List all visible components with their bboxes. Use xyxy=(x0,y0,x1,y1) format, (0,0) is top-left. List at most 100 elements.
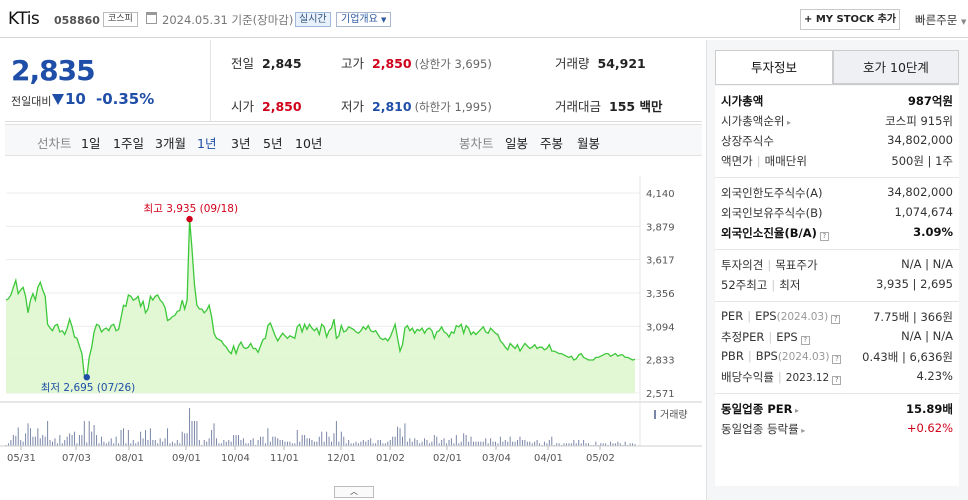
high-label: 최고 3,935 (09/18) xyxy=(144,203,239,215)
listed-shares-label: 상장주식수 xyxy=(721,134,774,148)
low-label: 최저 2,695 (07/26) xyxy=(41,382,136,394)
listed-shares-value: 34,802,000 xyxy=(887,133,953,147)
market-cap-row: 시가총액 987억원 xyxy=(721,93,953,110)
tab-3m[interactable]: 3개월 xyxy=(155,136,186,151)
y-tick-label: 3,617 xyxy=(646,256,675,267)
base-date: 2024.05.31 기준(장마감) xyxy=(162,13,294,27)
tab-1d[interactable]: 1일 xyxy=(81,136,101,151)
calendar-icon xyxy=(146,12,157,24)
x-tick-label: 08/01 xyxy=(115,453,144,464)
change-rate: -0.35% xyxy=(96,90,155,108)
tab-10y[interactable]: 10년 xyxy=(295,136,323,151)
price-change: 10 xyxy=(52,90,86,108)
compare-label: 전일대비 xyxy=(11,95,52,108)
par-unit-value: 500원 | 1주 xyxy=(891,154,953,168)
dividend-label: 배당수익률 xyxy=(721,370,774,384)
opinion-label: 투자의견 xyxy=(721,258,764,272)
high-price: 고가 2,850 (상한가 3,695) xyxy=(341,53,492,72)
tab-daily[interactable]: 일봉 xyxy=(505,136,529,151)
market-cap-rank-row: 시가총액순위 ▸ 코스피 915위 xyxy=(721,113,953,130)
x-tick-label: 01/02 xyxy=(376,453,405,464)
market-badge: 코스피 xyxy=(103,12,138,27)
chevron-down-icon: ▼ xyxy=(381,16,387,24)
y-tick-label: 4,140 xyxy=(646,189,675,200)
company-overview-dropdown[interactable]: 기업개요 ▼ xyxy=(336,12,392,27)
unit-label: 매매단위 xyxy=(764,154,807,168)
est-eps-label: EPS xyxy=(776,330,798,344)
target-label: 목표주가 xyxy=(775,258,818,272)
tab-1y[interactable]: 1년 xyxy=(197,136,217,151)
y-tick-label: 2,833 xyxy=(646,356,675,367)
chevron-up-icon: ︿ xyxy=(350,487,358,496)
upper-limit: (상한가 3,695) xyxy=(414,57,492,71)
add-mystock-button[interactable]: + MY STOCK 추가 xyxy=(800,9,900,30)
stock-code: 058860 xyxy=(54,14,100,27)
high-marker xyxy=(186,215,193,223)
divider xyxy=(715,301,959,302)
help-icon[interactable]: ? xyxy=(832,376,842,385)
week52-row: 52주최고 | 최저 3,935 | 2,695 xyxy=(721,277,953,292)
invest-info-box: 시가총액 987억원 시가총액순위 ▸ 코스피 915위 상장주식수 34,802,0… xyxy=(715,86,959,486)
per-eps-value: 7.75배 | 366원 xyxy=(873,310,953,324)
volume-legend-swatch xyxy=(654,410,656,419)
per-eps-row: PER | EPS(2024.03)? 7.75배 | 366원 xyxy=(721,309,953,324)
help-icon[interactable]: ? xyxy=(819,232,829,241)
high-label: 고가 xyxy=(341,56,365,71)
tab-weekly[interactable]: 주봉 xyxy=(540,136,564,151)
divider xyxy=(715,393,959,394)
sector-per-label: 동일업종 PER xyxy=(721,402,793,416)
tab-monthly[interactable]: 월봉 xyxy=(577,136,601,151)
foreign-limit-row: 외국인한도주식수(A) 34,802,000 xyxy=(721,185,953,202)
bps-date: (2024.03) xyxy=(777,351,830,363)
stock-name: KTis xyxy=(8,9,40,29)
x-tick-label: 10/04 xyxy=(221,453,250,464)
tab-underline xyxy=(715,84,959,85)
caret-right-icon: ▸ xyxy=(798,426,806,435)
help-icon[interactable]: ? xyxy=(831,315,841,324)
help-icon[interactable]: ? xyxy=(800,336,810,345)
foreign-ratio-row: 외국인소진율(B/A)? 3.09% xyxy=(721,225,953,242)
x-tick-label: 03/04 xyxy=(482,453,511,464)
price-chart-svg[interactable]: 최고 3,935 (09/18) 최저 2,695 (07/26) 거래량 4,1… xyxy=(0,156,702,500)
sector-per-value: 15.89배 xyxy=(906,402,953,416)
down-triangle-icon xyxy=(52,94,64,105)
change-value: 10 xyxy=(65,90,86,108)
pbr-bps-value: 0.43배 | 6,636원 xyxy=(862,350,953,364)
price-chart[interactable]: 최고 3,935 (09/18) 최저 2,695 (07/26) 거래량 4,1… xyxy=(0,156,702,500)
x-tick-label: 07/03 xyxy=(62,453,91,464)
tab-hoga-10[interactable]: 호가 10단계 xyxy=(833,50,959,84)
high-value: 2,850 xyxy=(372,56,412,71)
y-tick-label: 2,571 xyxy=(646,389,675,400)
tab-invest-info[interactable]: 투자정보 xyxy=(715,50,833,84)
est-per-row: 추정PER | EPS? N/A | N/A xyxy=(721,329,953,345)
foreign-hold-label: 외국인보유주식수(B) xyxy=(721,206,823,220)
stock-header: KTis 058860 코스피 2024.05.31 기준(장마감) 실시간 기… xyxy=(0,0,968,38)
help-icon[interactable]: ? xyxy=(832,355,842,364)
tab-3y[interactable]: 3년 xyxy=(231,136,251,151)
y-tick-label: 3,879 xyxy=(646,222,675,233)
w52-value: 3,935 | 2,695 xyxy=(875,277,953,291)
est-per-label: 추정PER xyxy=(721,330,765,344)
line-chart-label: 선차트 xyxy=(37,136,72,151)
prev-label: 전일 xyxy=(231,56,255,71)
tab-5y[interactable]: 5년 xyxy=(263,136,283,151)
volume: 거래량 54,921 xyxy=(555,53,646,72)
divider xyxy=(210,40,211,122)
company-overview-label: 기업개요 xyxy=(341,14,378,25)
foreign-ratio-value: 3.09% xyxy=(913,225,953,239)
amount-label: 거래대금 xyxy=(555,99,602,114)
sector-rate-value: +0.62% xyxy=(906,421,953,435)
quick-order-button[interactable]: 빠른주문 ▼ xyxy=(915,12,966,28)
listed-shares-row: 상장주식수 34,802,000 xyxy=(721,133,953,150)
expand-chart-button[interactable]: ︿ xyxy=(334,486,374,498)
w52-high-label: 52주최고 xyxy=(721,278,768,292)
market-cap-label: 시가총액 xyxy=(721,94,764,108)
eps-date: (2024.03) xyxy=(776,311,829,323)
caret-right-icon: ▸ xyxy=(784,118,792,127)
divider xyxy=(715,177,959,178)
tab-1w[interactable]: 1주일 xyxy=(113,136,144,151)
candle-chart-label: 봉차트 xyxy=(459,136,494,151)
x-tick-label: 05/02 xyxy=(586,453,615,464)
realtime-button[interactable]: 실시간 xyxy=(295,12,331,27)
pbr-bps-row: PBR | BPS(2024.03)? 0.43배 | 6,636원 xyxy=(721,349,953,364)
